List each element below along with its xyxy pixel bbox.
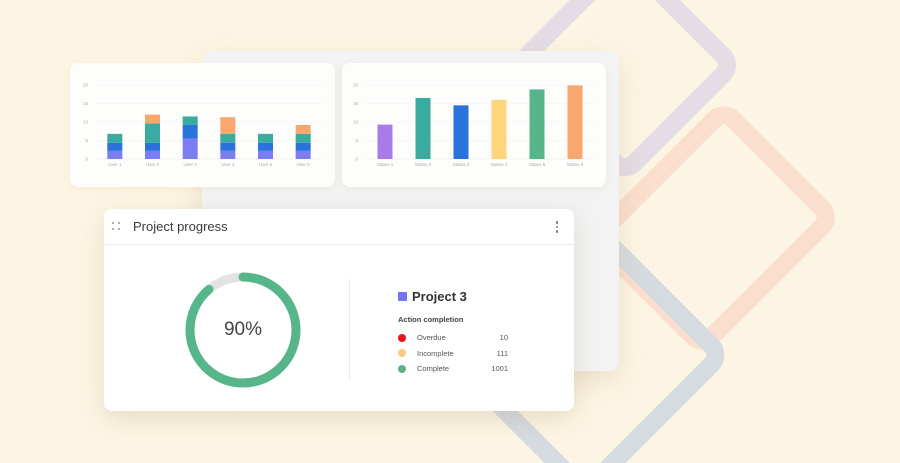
stacked-bar-chart-card: 0 5 10 15 20 User 1 User 2 User 3 User 4 User 5 Us… bbox=[70, 63, 335, 187]
progress-donut: 90% bbox=[182, 269, 304, 391]
svg-text:Status 3: Status 3 bbox=[453, 162, 470, 167]
bar-segment bbox=[220, 133, 236, 143]
legend-value: 111 bbox=[496, 348, 508, 358]
more-options-icon[interactable] bbox=[555, 221, 558, 233]
donut-chart bbox=[185, 272, 301, 388]
svg-text:0: 0 bbox=[355, 157, 358, 162]
bar bbox=[491, 99, 507, 159]
bar bbox=[529, 89, 545, 159]
svg-text:20: 20 bbox=[353, 83, 359, 88]
legend-label: Incomplete bbox=[417, 348, 454, 358]
bar-segment bbox=[145, 123, 160, 143]
card-header: Project progress bbox=[104, 209, 574, 245]
bar-segment bbox=[258, 150, 273, 159]
bar-segment bbox=[295, 142, 311, 151]
legend-row-complete: Complete 1001 bbox=[398, 361, 508, 377]
svg-text:0: 0 bbox=[85, 157, 88, 162]
legend-label: Complete bbox=[417, 364, 450, 374]
svg-text:User 3: User 3 bbox=[184, 162, 198, 167]
svg-text:User 1: User 1 bbox=[108, 162, 122, 167]
svg-text:Status 6: Status 6 bbox=[567, 162, 584, 167]
status-dot-icon bbox=[398, 349, 406, 358]
svg-text:5: 5 bbox=[355, 138, 358, 143]
bar bbox=[415, 97, 431, 159]
legend-value: 1001 bbox=[491, 364, 508, 374]
svg-text:User 5: User 5 bbox=[259, 162, 273, 167]
bar-segment bbox=[258, 142, 273, 151]
progress-percent: 90% bbox=[223, 319, 263, 340]
project-color-swatch bbox=[398, 292, 407, 301]
drag-handle-icon[interactable] bbox=[112, 221, 122, 232]
project-name-label: Project 3 bbox=[412, 289, 467, 304]
status-dot-icon bbox=[398, 364, 406, 373]
svg-text:Status 2: Status 2 bbox=[415, 162, 432, 167]
project-progress-card: Project progress 90% Project 3 Action co… bbox=[104, 209, 574, 411]
bar-segment bbox=[220, 117, 236, 134]
bar-segment bbox=[107, 133, 123, 143]
status-bar-chart-card: 0 5 10 15 20 Status 1 Status 2 Status 3 Status 4… bbox=[342, 63, 606, 187]
svg-text:User 2: User 2 bbox=[146, 162, 160, 167]
card-title: Project progress bbox=[133, 219, 228, 234]
legend-value: 10 bbox=[499, 333, 508, 343]
svg-text:15: 15 bbox=[83, 101, 89, 106]
legend-label: Overdue bbox=[417, 333, 446, 343]
project-name: Project 3 bbox=[398, 289, 508, 304]
legend-row-overdue: Overdue 10 bbox=[398, 330, 508, 346]
bar-segment bbox=[182, 138, 198, 159]
svg-text:User 4: User 4 bbox=[221, 162, 235, 167]
svg-text:20: 20 bbox=[83, 83, 89, 88]
bar-segment bbox=[145, 150, 160, 159]
svg-text:15: 15 bbox=[353, 101, 359, 106]
status-dot-icon bbox=[398, 333, 406, 342]
status-bar-chart: 0 5 10 15 20 Status 1 Status 2 Status 3 Status 4… bbox=[353, 83, 594, 167]
divider bbox=[349, 279, 350, 381]
stacked-bar-chart: 0 5 10 15 20 User 1 User 2 User 3 User 4 User 5 Us… bbox=[83, 83, 322, 167]
svg-text:10: 10 bbox=[83, 120, 89, 125]
svg-text:10: 10 bbox=[353, 120, 359, 125]
legend-row-incomplete: Incomplete 111 bbox=[398, 346, 508, 362]
bar-segment bbox=[107, 142, 123, 151]
bar-segment bbox=[107, 150, 123, 159]
bar bbox=[377, 124, 393, 159]
svg-text:5: 5 bbox=[85, 138, 88, 143]
svg-text:Status 4: Status 4 bbox=[491, 162, 508, 167]
bar bbox=[453, 105, 469, 159]
bar-segment bbox=[145, 114, 160, 124]
bar-segment bbox=[295, 133, 311, 143]
bar-segment bbox=[220, 150, 236, 159]
bar-segment bbox=[258, 133, 273, 143]
bar-segment bbox=[220, 142, 236, 151]
project-legend: Project 3 Action completion Overdue 10 I… bbox=[398, 289, 508, 377]
bar-segment bbox=[295, 124, 311, 134]
svg-text:Status 5: Status 5 bbox=[529, 162, 546, 167]
bar-segment bbox=[295, 150, 311, 159]
svg-text:Status 1: Status 1 bbox=[377, 162, 394, 167]
bar-segment bbox=[182, 124, 198, 139]
action-completion-title: Action completion bbox=[398, 315, 464, 324]
bar bbox=[567, 85, 583, 159]
bar-segment bbox=[145, 142, 160, 151]
svg-text:User 6: User 6 bbox=[297, 162, 311, 167]
bar-segment bbox=[182, 116, 198, 125]
